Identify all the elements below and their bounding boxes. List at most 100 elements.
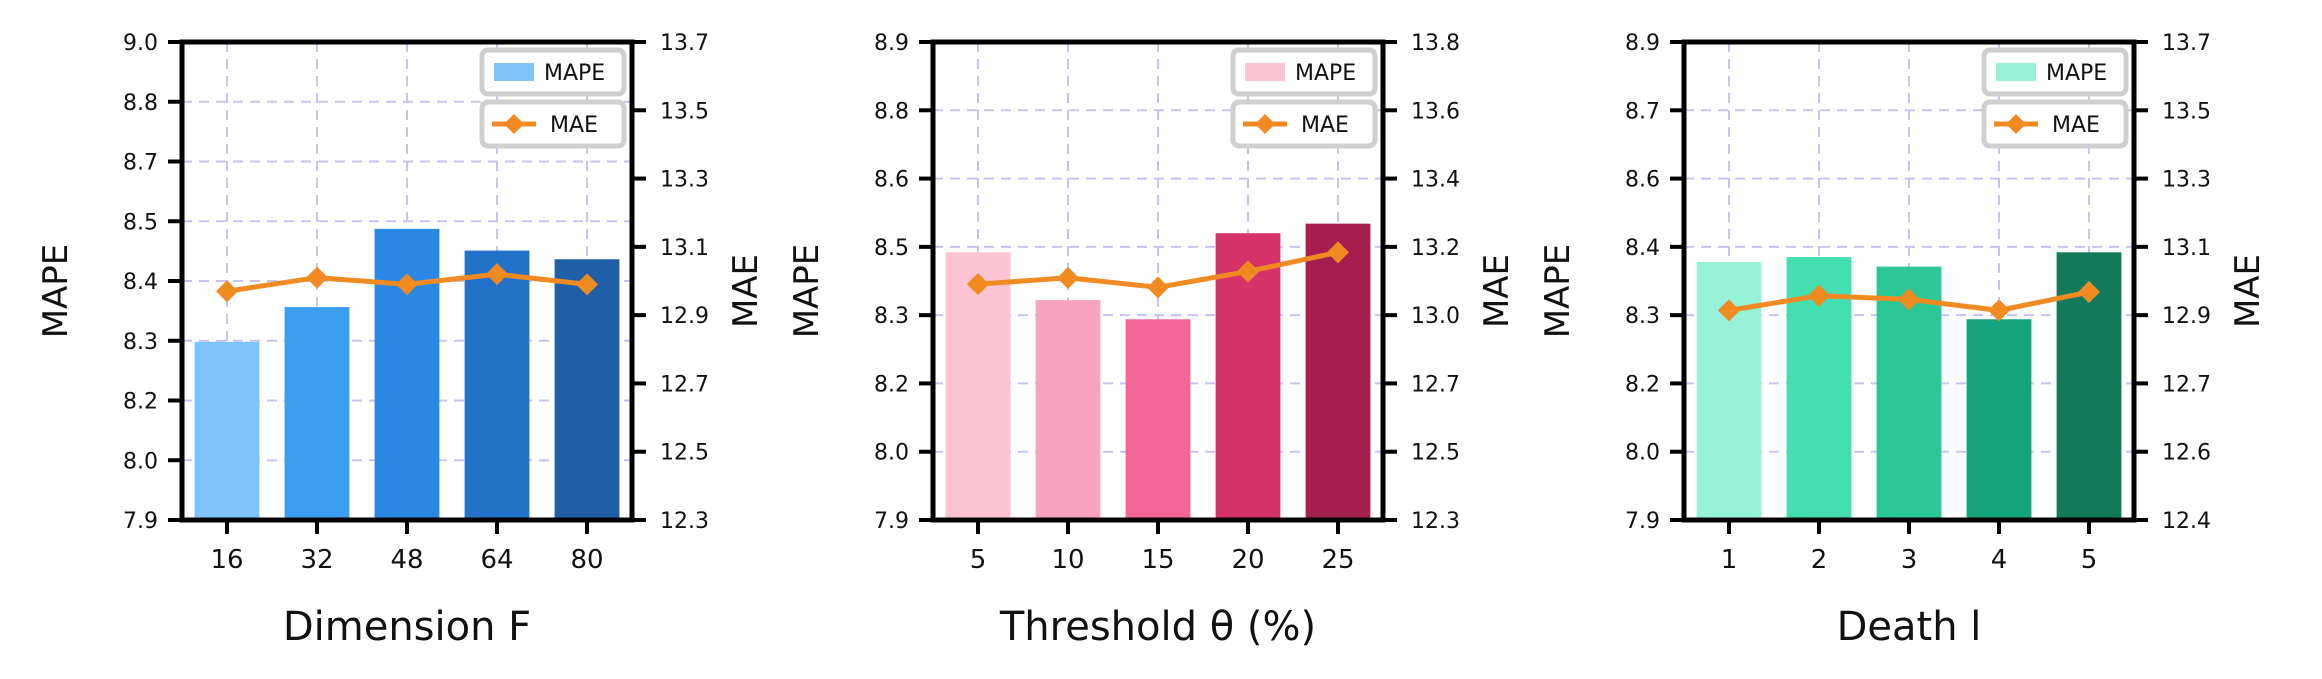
bar-25 [1305,223,1371,520]
left-tick-label: 8.2 [1625,372,1660,397]
right-tick-label: 12.3 [1411,509,1460,534]
chart-panel-2: 7.9 8.0 8.2 8.3 8.5 8.6 8.8 8.9 12.3 12.5 12.7 13.0… [787,31,1517,650]
right-tick-label: 13.1 [660,236,709,261]
legend: MAPE MAE [1230,47,1378,149]
left-tick-label: 8.0 [1625,441,1660,466]
right-tick-label: 13.7 [2162,31,2211,56]
left-tick-label: 8.3 [1625,304,1660,329]
right-tick-label: 13.2 [1411,236,1460,261]
x-axis-title: Threshold θ (%) [999,604,1316,650]
legend-box-mape [1981,47,2129,97]
mae-point-15 [1147,276,1169,299]
left-tick-label: 8.0 [123,449,158,474]
legend-box-mae [1981,99,2129,149]
right-tick-label: 12.9 [2162,304,2211,329]
right-tick-label: 13.4 [1411,168,1460,193]
mae-point-64 [486,263,508,286]
mae-point-20 [1237,260,1259,283]
legend-swatch-mape [494,63,534,81]
x-tick-label: 20 [1231,545,1264,575]
x-tick-label: 10 [1051,545,1084,575]
bar-32 [284,307,350,520]
bar-16 [194,341,260,520]
x-tick-label: 2 [1811,545,1828,575]
right-tick-label: 12.7 [660,372,709,397]
left-tick-label: 8.6 [874,168,909,193]
left-tick-label: 8.9 [874,31,909,56]
bar-10 [1035,300,1101,520]
x-tick-label: 32 [300,545,333,575]
legend-label-mape: MAPE [544,61,605,86]
left-tick-label: 7.9 [1625,509,1660,534]
left-tick-label: 8.8 [123,91,158,116]
mae-point-1 [1718,299,1740,322]
right-tick-label: 13.3 [2162,168,2211,193]
left-tick-label: 8.4 [1625,236,1660,261]
legend-label-mape: MAPE [2046,61,2107,86]
mae-point-16 [216,280,238,303]
right-tick-label: 12.9 [660,304,709,329]
legend: MAPE MAE [1981,47,2129,149]
right-tick-label: 12.7 [1411,372,1460,397]
right-tick-label: 13.1 [2162,236,2211,261]
y-axis-title-right: MAE [1477,254,1517,328]
legend-box-mape [1230,47,1378,97]
left-tick-label: 9.0 [123,31,158,56]
bar-15 [1125,319,1191,520]
left-tick-label: 8.8 [874,99,909,124]
left-tick-label: 8.6 [1625,168,1660,193]
x-tick-label: 15 [1141,545,1174,575]
legend-label-mae: MAE [550,113,598,138]
mae-point-3 [1898,288,1920,311]
legend-marker-mae [1255,114,1275,134]
x-tick-label: 5 [970,545,987,575]
y-axis-title-left: MAPE [1538,244,1578,339]
left-tick-label: 8.9 [1625,31,1660,56]
legend-swatch-mape [1996,63,2036,81]
chart-panel-3: 7.9 8.0 8.2 8.3 8.4 8.6 8.7 8.9 12.4 12.6 12.7 12.9… [1538,31,2268,650]
left-tick-label: 7.9 [123,509,158,534]
right-tick-label: 12.5 [1411,441,1460,466]
x-tick-label: 4 [1991,545,2008,575]
legend-label-mae: MAE [2052,113,2100,138]
mae-point-80 [576,273,598,296]
chart-panel-1: 7.9 8.0 8.2 8.3 8.4 8.5 8.7 8.8 9.0 12.3 12.5 12.7 1… [36,31,766,650]
bar-5 [945,252,1011,520]
right-tick-label: 13.6 [1411,99,1460,124]
legend-box-mae [1230,99,1378,149]
right-tick-label: 12.5 [660,441,709,466]
legend-marker-mae [2006,114,2026,134]
x-tick-label: 3 [1901,545,1918,575]
left-tick-label: 8.7 [1625,99,1660,124]
mae-point-48 [396,273,418,296]
legend: MAPE MAE [479,47,627,149]
left-tick-label: 8.2 [123,390,158,415]
right-tick-label: 13.8 [1411,31,1460,56]
x-axis-title: Death l [1837,604,1982,650]
y-axis-title-left: MAPE [36,244,76,339]
legend-label-mape: MAPE [1295,61,1356,86]
legend-box-mape [479,47,627,97]
right-tick-label: 12.4 [2162,509,2211,534]
left-tick-label: 8.3 [874,304,909,329]
x-tick-label: 25 [1321,545,1354,575]
left-tick-label: 8.2 [874,372,909,397]
right-tick-label: 13.3 [660,168,709,193]
x-tick-label: 80 [570,545,603,575]
mae-point-32 [306,266,328,289]
x-tick-label: 1 [1721,545,1738,575]
right-tick-label: 13.7 [660,31,709,56]
y-axis-title-right: MAE [726,254,766,328]
left-tick-label: 8.5 [123,210,158,235]
bar-80 [554,259,620,520]
left-tick-label: 7.9 [874,509,909,534]
left-tick-label: 8.5 [874,236,909,261]
legend-box-mae [479,99,627,149]
x-tick-label: 64 [480,545,513,575]
left-tick-label: 8.0 [874,441,909,466]
y-axis-title-right: MAE [2228,254,2268,328]
right-tick-label: 13.5 [660,99,709,124]
x-tick-label: 48 [390,545,423,575]
bar-48 [374,228,440,520]
